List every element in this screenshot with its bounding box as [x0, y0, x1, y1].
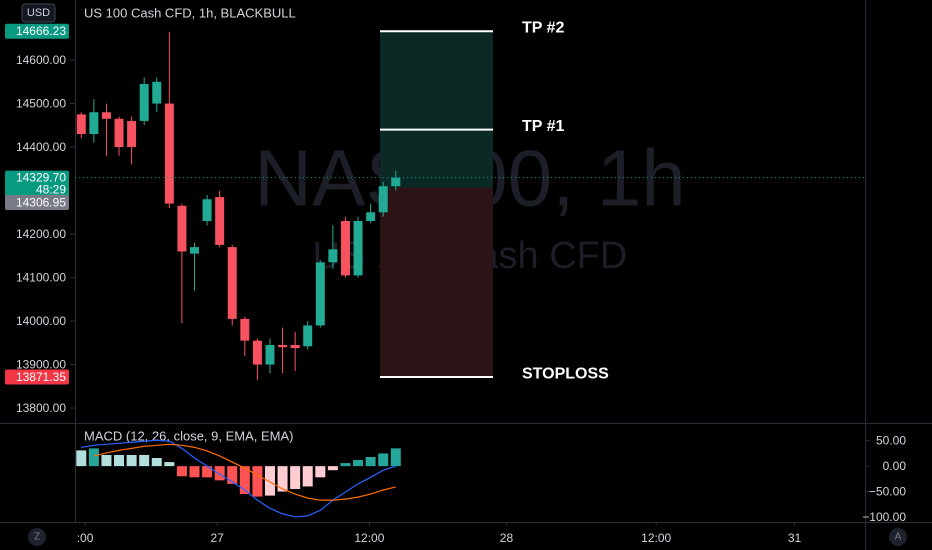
histogram-bar [126, 454, 137, 467]
currency-label: USD [27, 7, 50, 19]
countdown: 48:29 [36, 183, 66, 197]
y2-tick-label: 50.00 [876, 434, 906, 448]
candle-body [252, 340, 262, 365]
histogram-bar [264, 466, 275, 496]
candle-body [328, 249, 338, 263]
y2-tick-label: 0.00 [883, 459, 907, 473]
x-tick-label: 28 [500, 531, 514, 545]
candle-body [152, 81, 162, 104]
candle-body [127, 120, 137, 148]
entry-axis-label: 14306.95 [16, 196, 66, 210]
candle-body [278, 344, 288, 348]
auto-scale-icon[interactable]: A [895, 532, 902, 543]
profit-zone [380, 31, 493, 188]
signal-line [93, 443, 396, 501]
y-tick-label: 13900.00 [16, 358, 66, 372]
histogram-bar [176, 466, 187, 477]
histogram-bar [340, 463, 351, 467]
candle-body [303, 325, 313, 347]
y2-tick-label: −50.00 [869, 485, 906, 499]
zoom-button[interactable] [28, 528, 46, 546]
candle-body [215, 197, 225, 245]
histogram-bar [315, 466, 326, 478]
candle-body [240, 318, 250, 341]
histogram-bar [139, 454, 150, 467]
y-tick-label: 13800.00 [16, 401, 66, 415]
candle-body [190, 247, 200, 254]
histogram-bar [202, 466, 213, 478]
macd-line [81, 439, 396, 518]
candle-body [202, 199, 212, 222]
level-label: STOPLOSS [522, 366, 609, 383]
histogram-bar [114, 454, 125, 467]
histogram-bar [252, 466, 263, 497]
histogram-bar [88, 448, 99, 467]
y-tick-label: 14500.00 [16, 97, 66, 111]
last-price-box [5, 170, 69, 198]
currency-badge [21, 3, 56, 23]
histogram-bar [214, 466, 225, 481]
level-axis-label-box [5, 23, 69, 39]
candle-body [315, 262, 325, 326]
candle-body [340, 221, 350, 276]
y-tick-label: 14600.00 [16, 53, 66, 67]
candle-body [391, 177, 401, 187]
candle-body [366, 212, 376, 222]
candle-body [76, 114, 86, 134]
x-tick-label: :00 [77, 531, 94, 545]
level-axis-label-box [5, 369, 69, 385]
x-tick-label: 12:00 [641, 531, 671, 545]
candle-body [177, 205, 187, 252]
loss-zone [380, 187, 493, 378]
last-price-label: 14329.70 [16, 171, 66, 185]
candle-body [353, 221, 363, 276]
level-label: TP #2 [522, 20, 565, 37]
histogram-bar [239, 466, 250, 495]
candle-body [139, 83, 149, 121]
y-tick-label: 14400.00 [16, 140, 66, 154]
histogram-bar [227, 466, 238, 484]
candle-body [89, 112, 99, 134]
histogram-bar [390, 448, 401, 467]
histogram-bar [189, 466, 200, 478]
candle-body [265, 344, 275, 365]
y-tick-label: 14200.00 [16, 227, 66, 241]
histogram-bar [378, 453, 389, 467]
y-tick-label: 14100.00 [16, 271, 66, 285]
histogram-bar [290, 466, 301, 489]
candle-body [114, 118, 124, 148]
level-axis-label: 13871.35 [16, 370, 66, 384]
histogram-bar [327, 466, 338, 471]
x-tick-label: 27 [210, 531, 224, 545]
histogram-bar [302, 466, 313, 487]
histogram-bar [101, 454, 112, 467]
histogram-bar [76, 450, 87, 467]
x-tick-label: 31 [788, 531, 802, 545]
level-axis-label: 14666.23 [16, 24, 66, 38]
candle-body [101, 112, 111, 119]
y2-tick-label: −100.00 [862, 510, 906, 524]
histogram-bar [353, 460, 364, 467]
histogram-bar [277, 466, 288, 492]
histogram-bar [164, 462, 175, 467]
level-label: TP #1 [522, 118, 565, 135]
y-tick-label: 14000.00 [16, 314, 66, 328]
indicator-title: MACD (12, 26, close, 9, EMA, EMA) [84, 429, 294, 444]
entry-axis-label-box [5, 195, 69, 211]
histogram-bar [365, 456, 376, 467]
auto-scale-button[interactable] [889, 528, 907, 546]
candle-body [227, 247, 237, 319]
candle-body [164, 103, 174, 204]
candle-body [290, 344, 300, 349]
candle-body [378, 186, 388, 213]
histogram-bar [151, 458, 162, 467]
x-tick-label: 12:00 [354, 531, 384, 545]
chart-title: US 100 Cash CFD, 1h, BLACKBULL [84, 6, 296, 21]
zoom-icon[interactable]: Z [34, 532, 40, 543]
